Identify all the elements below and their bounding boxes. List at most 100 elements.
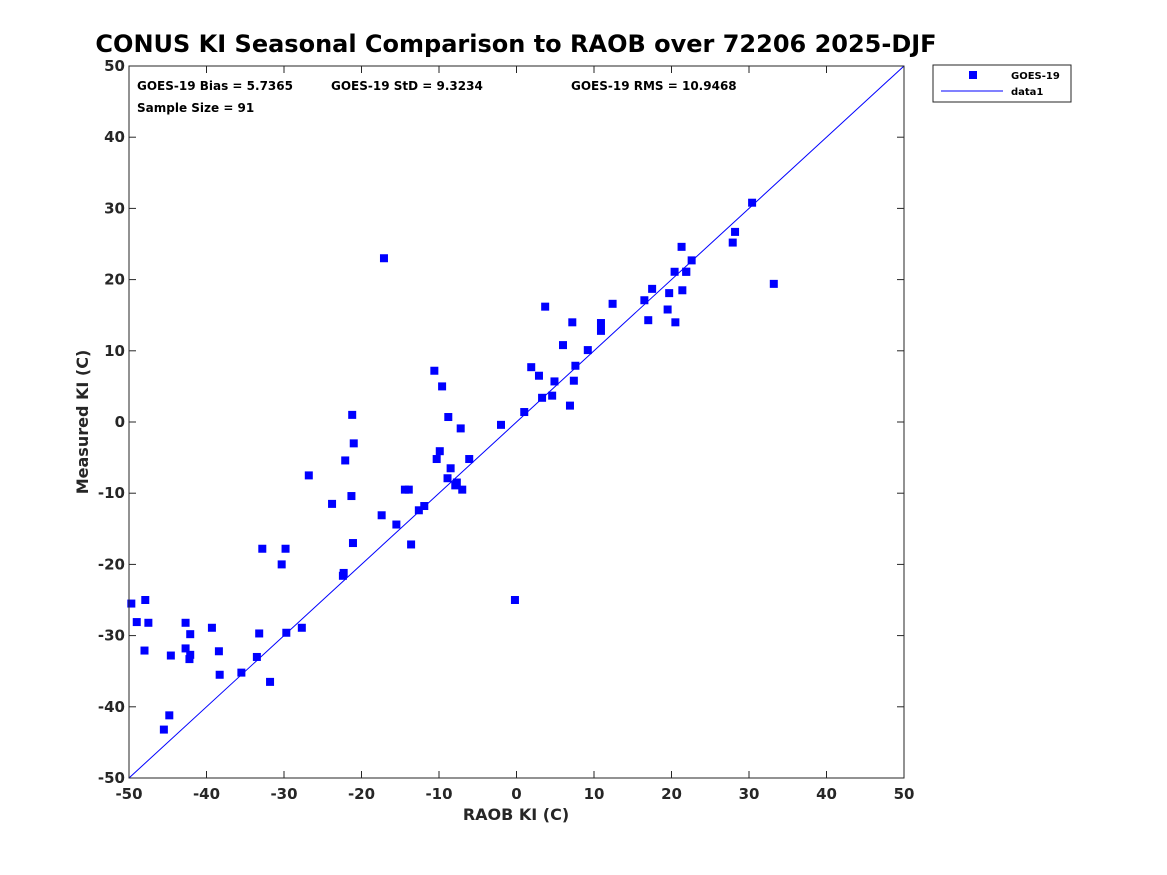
data-point bbox=[379, 254, 388, 263]
data-point bbox=[571, 361, 580, 370]
data-point bbox=[663, 305, 672, 314]
data-point bbox=[444, 413, 453, 422]
y-tick-label: 30 bbox=[104, 199, 125, 217]
x-tick-label: 30 bbox=[739, 785, 760, 803]
legend-marker-goes19 bbox=[969, 71, 977, 79]
data-point bbox=[465, 455, 474, 464]
data-point bbox=[207, 623, 216, 632]
data-point bbox=[432, 455, 441, 464]
data-point bbox=[166, 651, 175, 660]
y-tick-label: 10 bbox=[104, 342, 125, 360]
data-point bbox=[420, 502, 429, 511]
data-point bbox=[748, 198, 757, 207]
y-tick-label: 20 bbox=[104, 271, 125, 289]
data-point bbox=[214, 647, 223, 656]
data-point bbox=[568, 318, 577, 327]
data-point bbox=[446, 464, 455, 473]
plot-area: -50 -40 -30 -20 -10 0 10 20 30 40 50 -50 -40 -30 -20 -1… bbox=[98, 57, 915, 803]
data-point bbox=[665, 289, 674, 298]
legend: GOES-19 data1 bbox=[932, 64, 1072, 103]
data-point bbox=[181, 644, 190, 653]
data-point bbox=[497, 420, 505, 429]
data-point bbox=[682, 267, 691, 276]
x-axis-label: RAOB KI (C) bbox=[463, 805, 569, 824]
y-tick-label: -20 bbox=[98, 555, 125, 573]
x-tick-label: -40 bbox=[193, 785, 220, 803]
data-point bbox=[159, 725, 168, 734]
data-point bbox=[277, 560, 286, 569]
data-point bbox=[640, 296, 649, 305]
x-tick-label: -50 bbox=[115, 785, 142, 803]
annotation-bias: GOES-19 Bias = 5.7365 bbox=[137, 79, 293, 93]
data-point bbox=[527, 363, 536, 372]
x-tick-label: 20 bbox=[661, 785, 682, 803]
data-point bbox=[347, 492, 356, 501]
data-point bbox=[430, 366, 439, 375]
data-point bbox=[185, 655, 194, 664]
data-point bbox=[520, 408, 529, 417]
chart-title: CONUS KI Seasonal Comparison to RAOB ove… bbox=[95, 30, 936, 58]
data-point bbox=[608, 299, 617, 308]
data-point bbox=[266, 677, 275, 686]
legend-label-data1: data1 bbox=[1011, 87, 1043, 98]
data-point bbox=[443, 474, 452, 483]
data-point bbox=[304, 471, 313, 480]
data-point bbox=[687, 256, 696, 265]
data-point bbox=[186, 650, 195, 659]
data-point bbox=[252, 652, 261, 661]
data-point bbox=[548, 391, 557, 400]
data-point bbox=[538, 393, 547, 402]
data-point bbox=[678, 286, 687, 295]
y-tick-label: -10 bbox=[98, 484, 125, 502]
data-point bbox=[165, 711, 174, 720]
data-point bbox=[452, 478, 461, 487]
legend-box bbox=[932, 64, 1072, 103]
data-point bbox=[435, 447, 444, 456]
data-point bbox=[438, 382, 447, 391]
data-point bbox=[510, 596, 519, 604]
data-point bbox=[677, 242, 686, 251]
y-axis-label: Measured KI (C) bbox=[73, 350, 92, 495]
data-point bbox=[728, 238, 737, 247]
x-tick-label: 10 bbox=[584, 785, 605, 803]
data-point bbox=[328, 499, 337, 508]
data-point bbox=[569, 376, 578, 385]
data-point bbox=[297, 623, 306, 632]
data-point bbox=[348, 539, 357, 548]
data-point bbox=[414, 506, 423, 515]
data-point bbox=[670, 267, 679, 276]
x-tick-label: -10 bbox=[425, 785, 452, 803]
annotation-rms: GOES-19 RMS = 10.9468 bbox=[571, 79, 737, 93]
data-point bbox=[349, 439, 358, 448]
data-point bbox=[127, 599, 136, 608]
y-tick-label: -30 bbox=[98, 627, 125, 645]
data-point bbox=[392, 520, 401, 529]
data-point bbox=[644, 316, 653, 325]
legend-label-goes19: GOES-19 bbox=[1011, 71, 1060, 82]
data-point bbox=[132, 618, 141, 627]
data-point bbox=[348, 410, 357, 419]
data-point bbox=[181, 618, 190, 627]
data-point bbox=[534, 371, 543, 380]
data-point bbox=[341, 456, 350, 465]
y-tick-label: 50 bbox=[104, 57, 125, 75]
data-point bbox=[404, 485, 413, 494]
data-point bbox=[141, 596, 150, 604]
x-tick-label: 0 bbox=[511, 785, 521, 803]
annotation-sample-size: Sample Size = 91 bbox=[137, 101, 254, 115]
data-point bbox=[541, 302, 550, 311]
data-point bbox=[282, 628, 291, 637]
data-point bbox=[458, 485, 467, 494]
y-tick-label: -50 bbox=[98, 769, 125, 787]
x-tick-label: -30 bbox=[270, 785, 297, 803]
data-point bbox=[186, 630, 195, 639]
y-tick-label: -40 bbox=[98, 698, 125, 716]
x-tick-label: 40 bbox=[816, 785, 837, 803]
y-tick-label: 40 bbox=[104, 128, 125, 146]
data-point bbox=[144, 618, 153, 627]
data-point bbox=[671, 318, 680, 327]
data-point bbox=[559, 341, 567, 350]
annotation-std: GOES-19 StD = 9.3234 bbox=[331, 79, 483, 93]
